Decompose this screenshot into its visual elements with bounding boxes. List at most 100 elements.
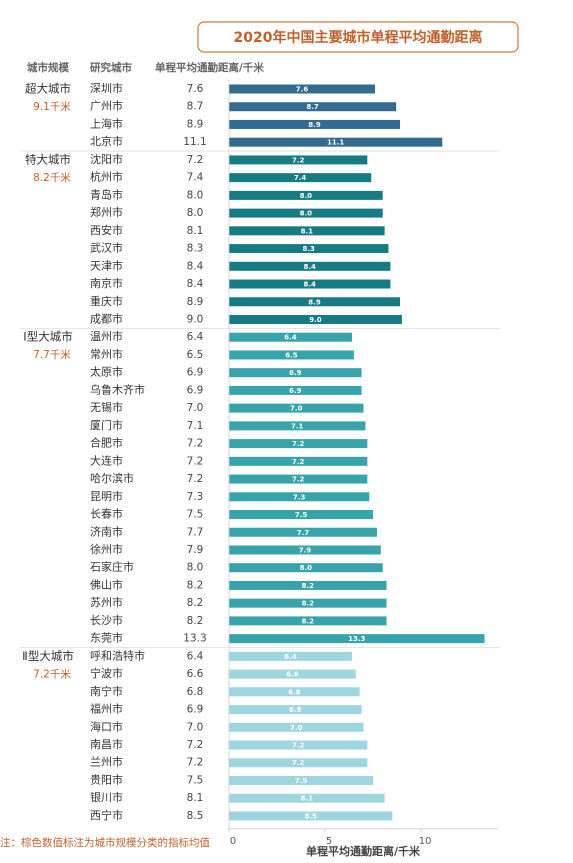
bar-value-label: 8.7 [306, 103, 319, 111]
title-box [197, 21, 519, 53]
bar [229, 527, 377, 537]
city-label: 深圳市 [90, 81, 123, 95]
bar [229, 137, 443, 147]
value-cell: 6.4 [187, 331, 204, 343]
bar [229, 244, 389, 254]
bar-value-label: 7.2 [292, 476, 305, 484]
city-label: 苏州市 [90, 595, 123, 609]
bar-value-label: 7.2 [292, 458, 305, 466]
bar [229, 492, 370, 502]
value-cell: 6.8 [187, 686, 204, 698]
bar-value-label: 7.2 [292, 156, 305, 164]
city-label: 常州市 [90, 347, 123, 361]
value-cell: 9.0 [187, 313, 204, 325]
value-cell: 8.4 [187, 260, 204, 272]
value-cell: 7.2 [187, 739, 204, 751]
city-label: 银川市 [90, 790, 123, 804]
city-label: 武汉市 [90, 241, 123, 255]
city-label: 上海市 [90, 116, 123, 130]
bar-value-label: 8.1 [301, 227, 314, 235]
city-label: 济南市 [90, 524, 123, 538]
value-cell: 7.1 [187, 420, 204, 432]
bar-value-label: 7.7 [297, 529, 310, 537]
city-label: 东莞市 [90, 631, 123, 645]
value-cell: 8.9 [187, 296, 204, 308]
city-label: 福州市 [90, 702, 123, 716]
bar-value-label: 7.3 [293, 493, 306, 501]
city-label: 乌鲁木齐市 [90, 382, 145, 396]
city-label: 杭州市 [90, 170, 123, 184]
value-cell: 8.2 [187, 597, 204, 609]
group-mean: 9.1千米 [33, 100, 71, 113]
bar [229, 84, 376, 94]
city-label: 贵阳市 [90, 772, 123, 786]
city-label: 长沙市 [90, 613, 123, 627]
city-label: 广州市 [90, 99, 123, 113]
value-cell: 8.1 [187, 225, 204, 237]
bar [229, 598, 387, 608]
city-label: 大连市 [90, 453, 123, 467]
city-label: 温州市 [90, 329, 123, 343]
value-cell: 7.5 [187, 509, 204, 521]
bar [229, 758, 368, 768]
city-label: 西宁市 [90, 808, 123, 822]
value-cell: 8.0 [187, 207, 204, 219]
bar [229, 155, 368, 165]
city-label: 佛山市 [90, 577, 123, 591]
bar [229, 332, 352, 342]
bar [229, 793, 385, 803]
value-cell: 8.0 [187, 189, 204, 201]
value-cell: 7.0 [187, 721, 204, 733]
group-label: 超大城市 [25, 82, 71, 96]
city-label: 成都市 [90, 311, 123, 325]
bar [229, 456, 368, 466]
city-label: 海口市 [90, 719, 123, 733]
bar-value-label: 6.4 [284, 334, 297, 342]
city-label: 西安市 [90, 223, 123, 237]
city-label: 南京市 [90, 276, 123, 290]
group-label: 特大城市 [25, 152, 71, 166]
value-cell: 13.3 [183, 633, 206, 645]
city-label: 沈阳市 [90, 152, 123, 166]
value-cell: 7.2 [187, 438, 204, 450]
bar-value-label: 8.5 [304, 812, 317, 820]
bar [229, 403, 364, 413]
bar-value-label: 6.5 [285, 351, 298, 359]
bar-value-label: 8.0 [300, 564, 313, 572]
value-cell: 8.3 [187, 243, 204, 255]
bar-value-label: 7.2 [292, 759, 305, 767]
bar [229, 439, 368, 449]
group-mean: 7.2千米 [33, 667, 71, 680]
value-cell: 6.9 [187, 367, 204, 379]
bar [229, 297, 401, 307]
bar [229, 314, 402, 324]
bar [229, 563, 383, 573]
bar [229, 368, 362, 378]
value-cell: 7.2 [187, 757, 204, 769]
bar [229, 687, 360, 697]
bar-value-label: 7.5 [295, 511, 308, 519]
group-mean: 7.7千米 [33, 348, 71, 361]
city-label: 哈尔滨市 [90, 471, 134, 485]
bar [229, 580, 387, 590]
bar-value-label: 7.4 [294, 174, 307, 182]
bar-value-label: 8.4 [303, 281, 316, 289]
value-cell: 7.0 [187, 402, 204, 414]
value-cell: 7.5 [187, 774, 204, 786]
value-cell: 6.6 [187, 668, 204, 680]
x-tick-label: 5 [326, 836, 332, 847]
value-cell: 8.4 [187, 278, 204, 290]
column-header: 研究城市 [90, 61, 132, 74]
bar-value-label: 13.3 [348, 635, 365, 643]
bar-value-label: 8.0 [300, 210, 313, 218]
value-cell: 8.2 [187, 579, 204, 591]
bar [229, 279, 391, 289]
bar [229, 722, 364, 732]
bar [229, 705, 362, 715]
value-cell: 6.9 [187, 704, 204, 716]
city-label: 北京市 [90, 134, 123, 148]
note: 注：棕色数值标注为城市规模分类的指标均值 [0, 836, 210, 849]
city-label: 重庆市 [90, 294, 123, 308]
bar-value-label: 8.0 [300, 192, 313, 200]
bar-value-label: 6.8 [288, 688, 301, 696]
